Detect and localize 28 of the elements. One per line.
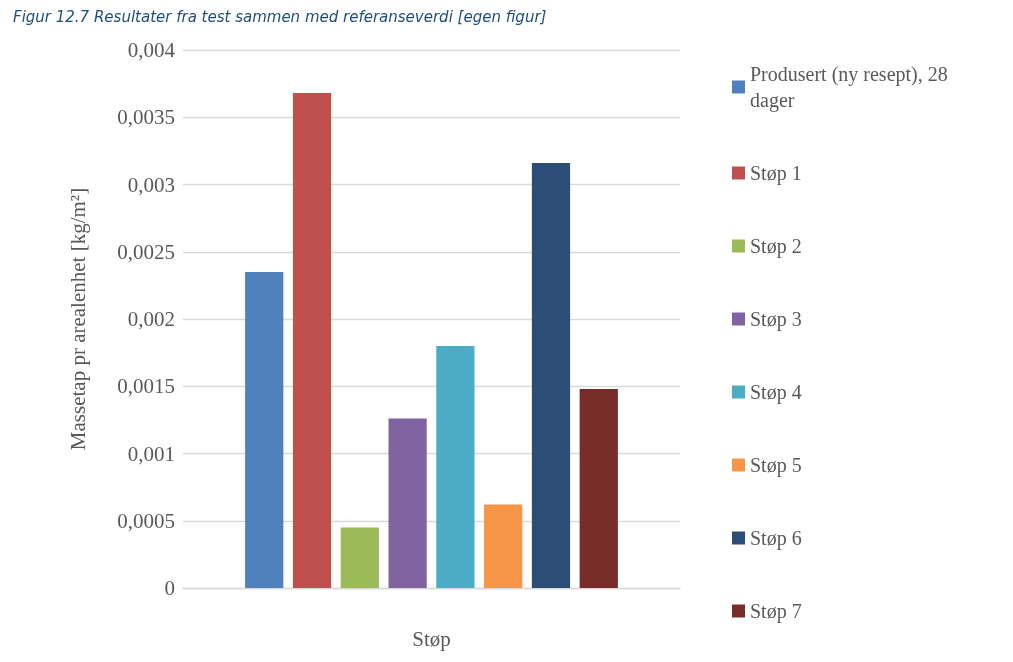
bar <box>531 162 571 588</box>
y-tick-label: 0,0035 <box>117 105 175 130</box>
legend-label: Støp 4 <box>750 381 802 404</box>
y-tick-label: 0,002 <box>127 307 175 331</box>
legend-label: Støp 2 <box>750 235 802 258</box>
y-tick-label: 0 <box>164 576 175 600</box>
bar <box>292 93 332 588</box>
x-axis-title: Støp <box>412 626 451 651</box>
y-tick-label: 0,003 <box>127 172 175 197</box>
y-tick-label: 0,0015 <box>117 374 175 399</box>
y-axis-title: Massetap pr arealenhet [kg/m²] <box>65 187 90 451</box>
chart-title: Figur 12.7 Resultater fra test sammen med referanseverdi [egen figur] <box>13 7 547 26</box>
legend-label: Støp 7 <box>750 600 802 623</box>
bar <box>436 345 475 588</box>
y-tick-label: 0,0005 <box>117 508 175 533</box>
bar <box>484 504 523 588</box>
bar <box>245 271 284 588</box>
legend-label: Støp 3 <box>750 308 802 331</box>
legend-label: Støp 1 <box>750 162 802 185</box>
y-tick-label: 0,004 <box>127 38 176 62</box>
bar <box>388 418 427 588</box>
bar <box>340 527 379 588</box>
legend-label: Produsert (ny resept), 28 dager <box>750 63 953 112</box>
bar <box>579 388 618 588</box>
legend-label: Støp 5 <box>750 454 802 477</box>
legend-label: Støp 6 <box>750 527 802 550</box>
y-tick-label: 0,001 <box>127 441 175 466</box>
y-tick-label: 0,0025 <box>117 239 175 264</box>
